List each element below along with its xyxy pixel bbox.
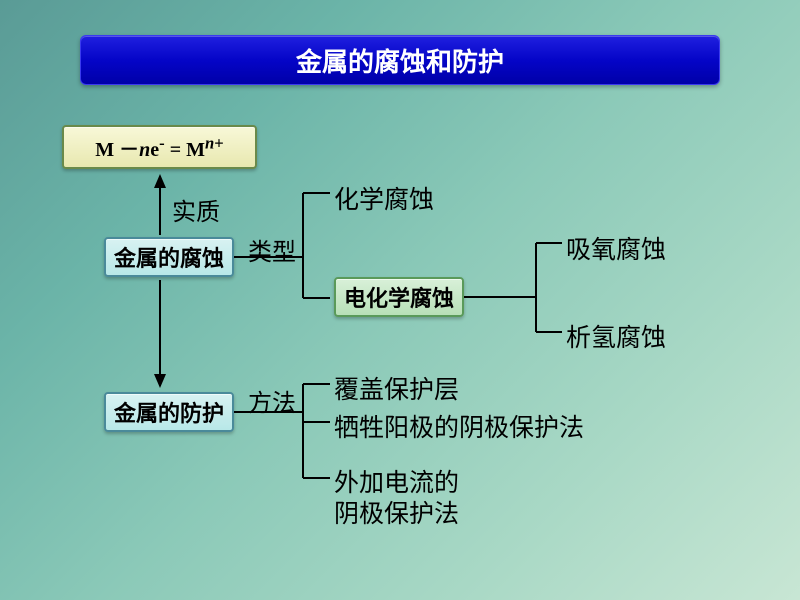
label-cover-layer: 覆盖保护层 <box>334 370 459 406</box>
box-label: 金属的腐蚀 <box>114 241 224 273</box>
page-title: 金属的腐蚀和防护 <box>80 35 720 85</box>
label-type: 类型 <box>248 232 296 267</box>
box-metal-protection: 金属的防护 <box>104 392 234 432</box>
box-label: 电化学腐蚀 <box>344 281 454 313</box>
label-essence: 实质 <box>172 192 220 227</box>
label-method: 方法 <box>248 383 296 418</box>
box-label: 金属的防护 <box>114 396 224 428</box>
label-chemical-corrosion: 化学腐蚀 <box>334 180 434 216</box>
box-metal-corrosion: 金属的腐蚀 <box>104 237 234 277</box>
label-oxygen-corrosion: 吸氧腐蚀 <box>566 230 666 266</box>
box-equation: M －ne- = Mn+ <box>62 125 257 169</box>
label-sacrificial-anode: 牺牲阳极的阴极保护法 <box>334 408 584 444</box>
box-electrochemical-corrosion: 电化学腐蚀 <box>334 277 464 317</box>
label-hydrogen-corrosion: 析氢腐蚀 <box>566 318 666 354</box>
box-label: M －ne- = Mn+ <box>95 133 224 162</box>
title-text: 金属的腐蚀和防护 <box>296 42 504 79</box>
label-external-current-2: 阴极保护法 <box>334 494 459 530</box>
